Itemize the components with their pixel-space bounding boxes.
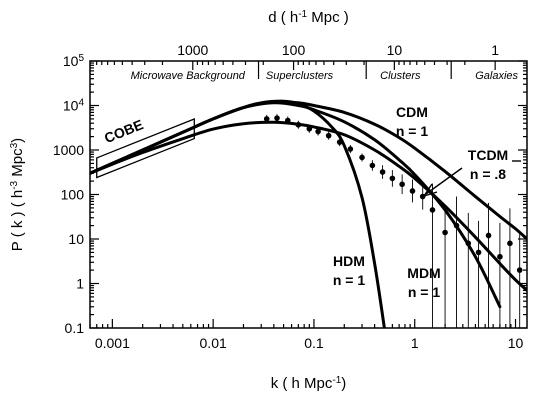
y-tick-label: 104: [63, 97, 85, 114]
curve-tcdm: [90, 120, 527, 292]
x-tick-label: 10: [508, 335, 524, 351]
data-point: [359, 154, 365, 161]
top-tick-label: 1: [491, 42, 499, 58]
data-point: [453, 222, 460, 229]
tcdm-pointer-line: [425, 167, 463, 195]
model-curves: [90, 99, 527, 328]
y-tick-label-text: 1: [76, 276, 84, 292]
data-point: [516, 267, 523, 273]
y-tick-label-superscript: 5: [78, 53, 84, 64]
data-point: [263, 116, 270, 122]
top-tick-label: 10: [387, 42, 403, 58]
y-tick-label: 1000: [53, 142, 84, 158]
annotations: CDM n = 1 TCDM n = .8 HDM n = 1 MDM n = 1: [333, 104, 521, 300]
scale-region-label: Galaxies: [475, 70, 518, 82]
top-axis-title: d ( h-1 Mpc ): [268, 9, 349, 27]
observed-data: [263, 114, 523, 328]
scale-region-label: Clusters: [380, 70, 421, 82]
scale-region-label: Superclusters: [266, 70, 334, 82]
data-point: [497, 253, 503, 260]
data-point: [507, 240, 513, 247]
y-tick-label: 0.1: [65, 320, 85, 336]
plot-frame: [89, 60, 528, 329]
annotation-cdm-index: n = 1: [396, 123, 429, 139]
y-tick-label-text: 0.1: [65, 320, 85, 336]
data-point: [325, 132, 332, 139]
top-axis-title-text: d ( h: [268, 9, 298, 26]
cobe-constraint: COBE: [96, 116, 195, 179]
tcdm-arrowhead: [422, 183, 438, 198]
y-axis-title-text: P ( k ) ( h: [9, 190, 26, 251]
data-point: [429, 207, 436, 213]
data-point: [315, 128, 321, 135]
y-tick-label-superscript: 4: [78, 97, 84, 108]
y-tick-label-text: 10: [63, 53, 79, 69]
data-point: [485, 232, 492, 239]
y-tick-label-text: 100: [61, 187, 85, 203]
data-point: [369, 162, 376, 169]
data-point: [465, 240, 472, 247]
data-point: [442, 229, 448, 236]
y-tick-label: 10: [68, 231, 84, 247]
annotation-tcdm-index: n = .8: [470, 166, 506, 182]
x-tick-label: 0.001: [95, 335, 130, 351]
data-point: [409, 188, 416, 194]
y-axis-title-superscript: 3: [9, 142, 20, 148]
x-axis-title-text: k ( h Mpc: [271, 375, 333, 392]
y-tick-label-text: 10: [63, 98, 79, 114]
y-tick-label-text: 10: [68, 231, 84, 247]
annotation-tcdm-name: TCDM: [468, 147, 508, 163]
y-tick-label: 100: [61, 187, 85, 203]
top-tick-label: 100: [282, 42, 306, 58]
curve-cdm: [90, 100, 527, 241]
y-tick-label: 105: [63, 53, 85, 70]
x-axis-title-text: ): [341, 375, 346, 392]
annotation-cdm-name: CDM: [396, 104, 428, 120]
annotation-hdm-name: HDM: [333, 253, 365, 269]
y-tick-label-text: 1000: [53, 142, 84, 158]
y-axis-title-text: ): [9, 138, 26, 143]
annotation-hdm-index: n = 1: [333, 272, 366, 288]
data-point: [389, 175, 396, 182]
scale-region-label: Microwave Background: [131, 70, 246, 82]
cobe-box: [96, 118, 195, 179]
y-axis-title: P ( k ) ( h-3 Mpc3): [9, 138, 27, 251]
data-point: [379, 169, 386, 175]
data-point: [284, 117, 291, 124]
top-tick-label: 1000: [177, 42, 208, 58]
annotation-mdm-name: MDM: [407, 265, 440, 281]
top-axis-title-superscript: -1: [298, 9, 307, 20]
data-point: [475, 249, 482, 256]
curve-hdm: [90, 99, 386, 328]
y-tick-label: 1: [76, 276, 84, 292]
x-axis-title-superscript: -1: [332, 375, 341, 386]
data-point: [306, 125, 313, 132]
data-point: [295, 121, 302, 128]
data-point: [347, 146, 354, 152]
top-axis-title-text: Mpc ): [307, 9, 349, 26]
y-axis-title-text: Mpc: [9, 148, 26, 181]
annotation-mdm-index: n = 1: [408, 284, 441, 300]
x-axis-title: k ( h Mpc-1): [271, 375, 347, 393]
axis-ticks: [89, 60, 527, 329]
x-tick-label: 0.1: [304, 335, 324, 351]
x-tick-label: 1: [411, 335, 419, 351]
data-point: [336, 139, 343, 145]
y-axis-title-superscript: -3: [9, 180, 20, 189]
x-tick-label: 0.01: [200, 335, 227, 351]
data-point: [399, 181, 405, 188]
data-point: [274, 115, 280, 121]
